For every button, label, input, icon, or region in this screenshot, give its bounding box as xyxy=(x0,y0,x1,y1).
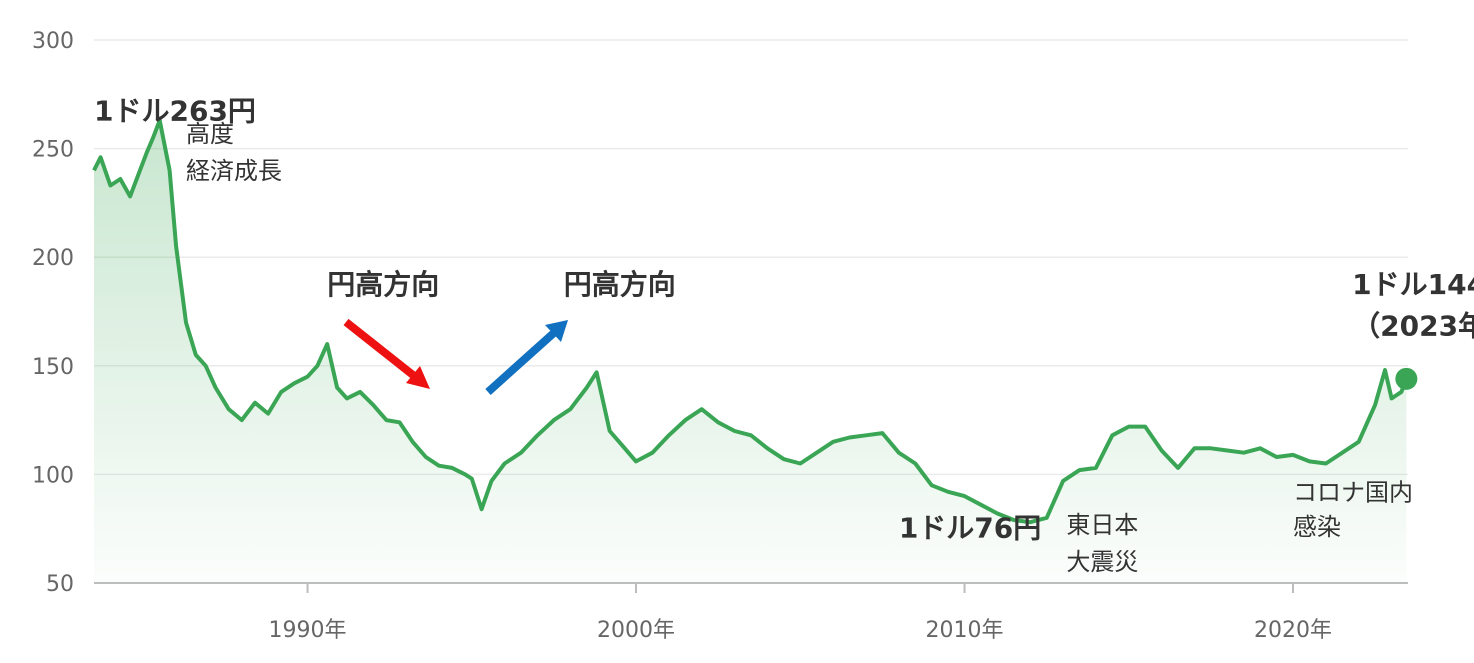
latest-point xyxy=(1395,367,1418,390)
arrow-down-red xyxy=(343,318,430,389)
annotation-label: 円高方向 xyxy=(564,268,676,301)
x-axis: 1990年 2000年 2010年 2020年 xyxy=(94,582,1408,643)
annotation-label: （2023年6月） xyxy=(1352,309,1474,342)
y-axis: 300 250 200 150 100 50 xyxy=(32,29,74,597)
annotation-label: 大震災 xyxy=(1066,548,1138,576)
annotation-label: 1ドル76円 xyxy=(899,511,1041,544)
annotation-label: 1ドル263円 xyxy=(94,94,256,127)
x-tick-label: 2020年 xyxy=(1254,618,1332,643)
y-tick-label: 150 xyxy=(32,355,74,380)
y-tick-label: 100 xyxy=(32,463,74,488)
annotation-label: 円高方向 xyxy=(327,268,439,301)
area-fill xyxy=(94,120,1407,584)
y-tick-label: 300 xyxy=(32,29,74,54)
series-line xyxy=(92,118,1409,525)
arrow-up-blue xyxy=(485,320,568,395)
annotation-label: コロナ国内 xyxy=(1293,478,1413,506)
x-tick-label: 2000年 xyxy=(597,618,675,643)
annotation-label: 高度 xyxy=(186,120,234,148)
y-tick-label: 200 xyxy=(32,246,74,271)
y-tick-label: 50 xyxy=(46,572,74,597)
x-tick-label: 1990年 xyxy=(269,618,347,643)
annotation-label: 経済成長 xyxy=(186,157,282,185)
annotation-label: 感染 xyxy=(1293,513,1341,541)
annotation-label: 東日本 xyxy=(1066,511,1138,539)
x-tick-label: 2010年 xyxy=(926,618,1004,643)
y-tick-label: 250 xyxy=(32,138,74,163)
annotation-label: 1ドル144円 xyxy=(1352,268,1474,301)
